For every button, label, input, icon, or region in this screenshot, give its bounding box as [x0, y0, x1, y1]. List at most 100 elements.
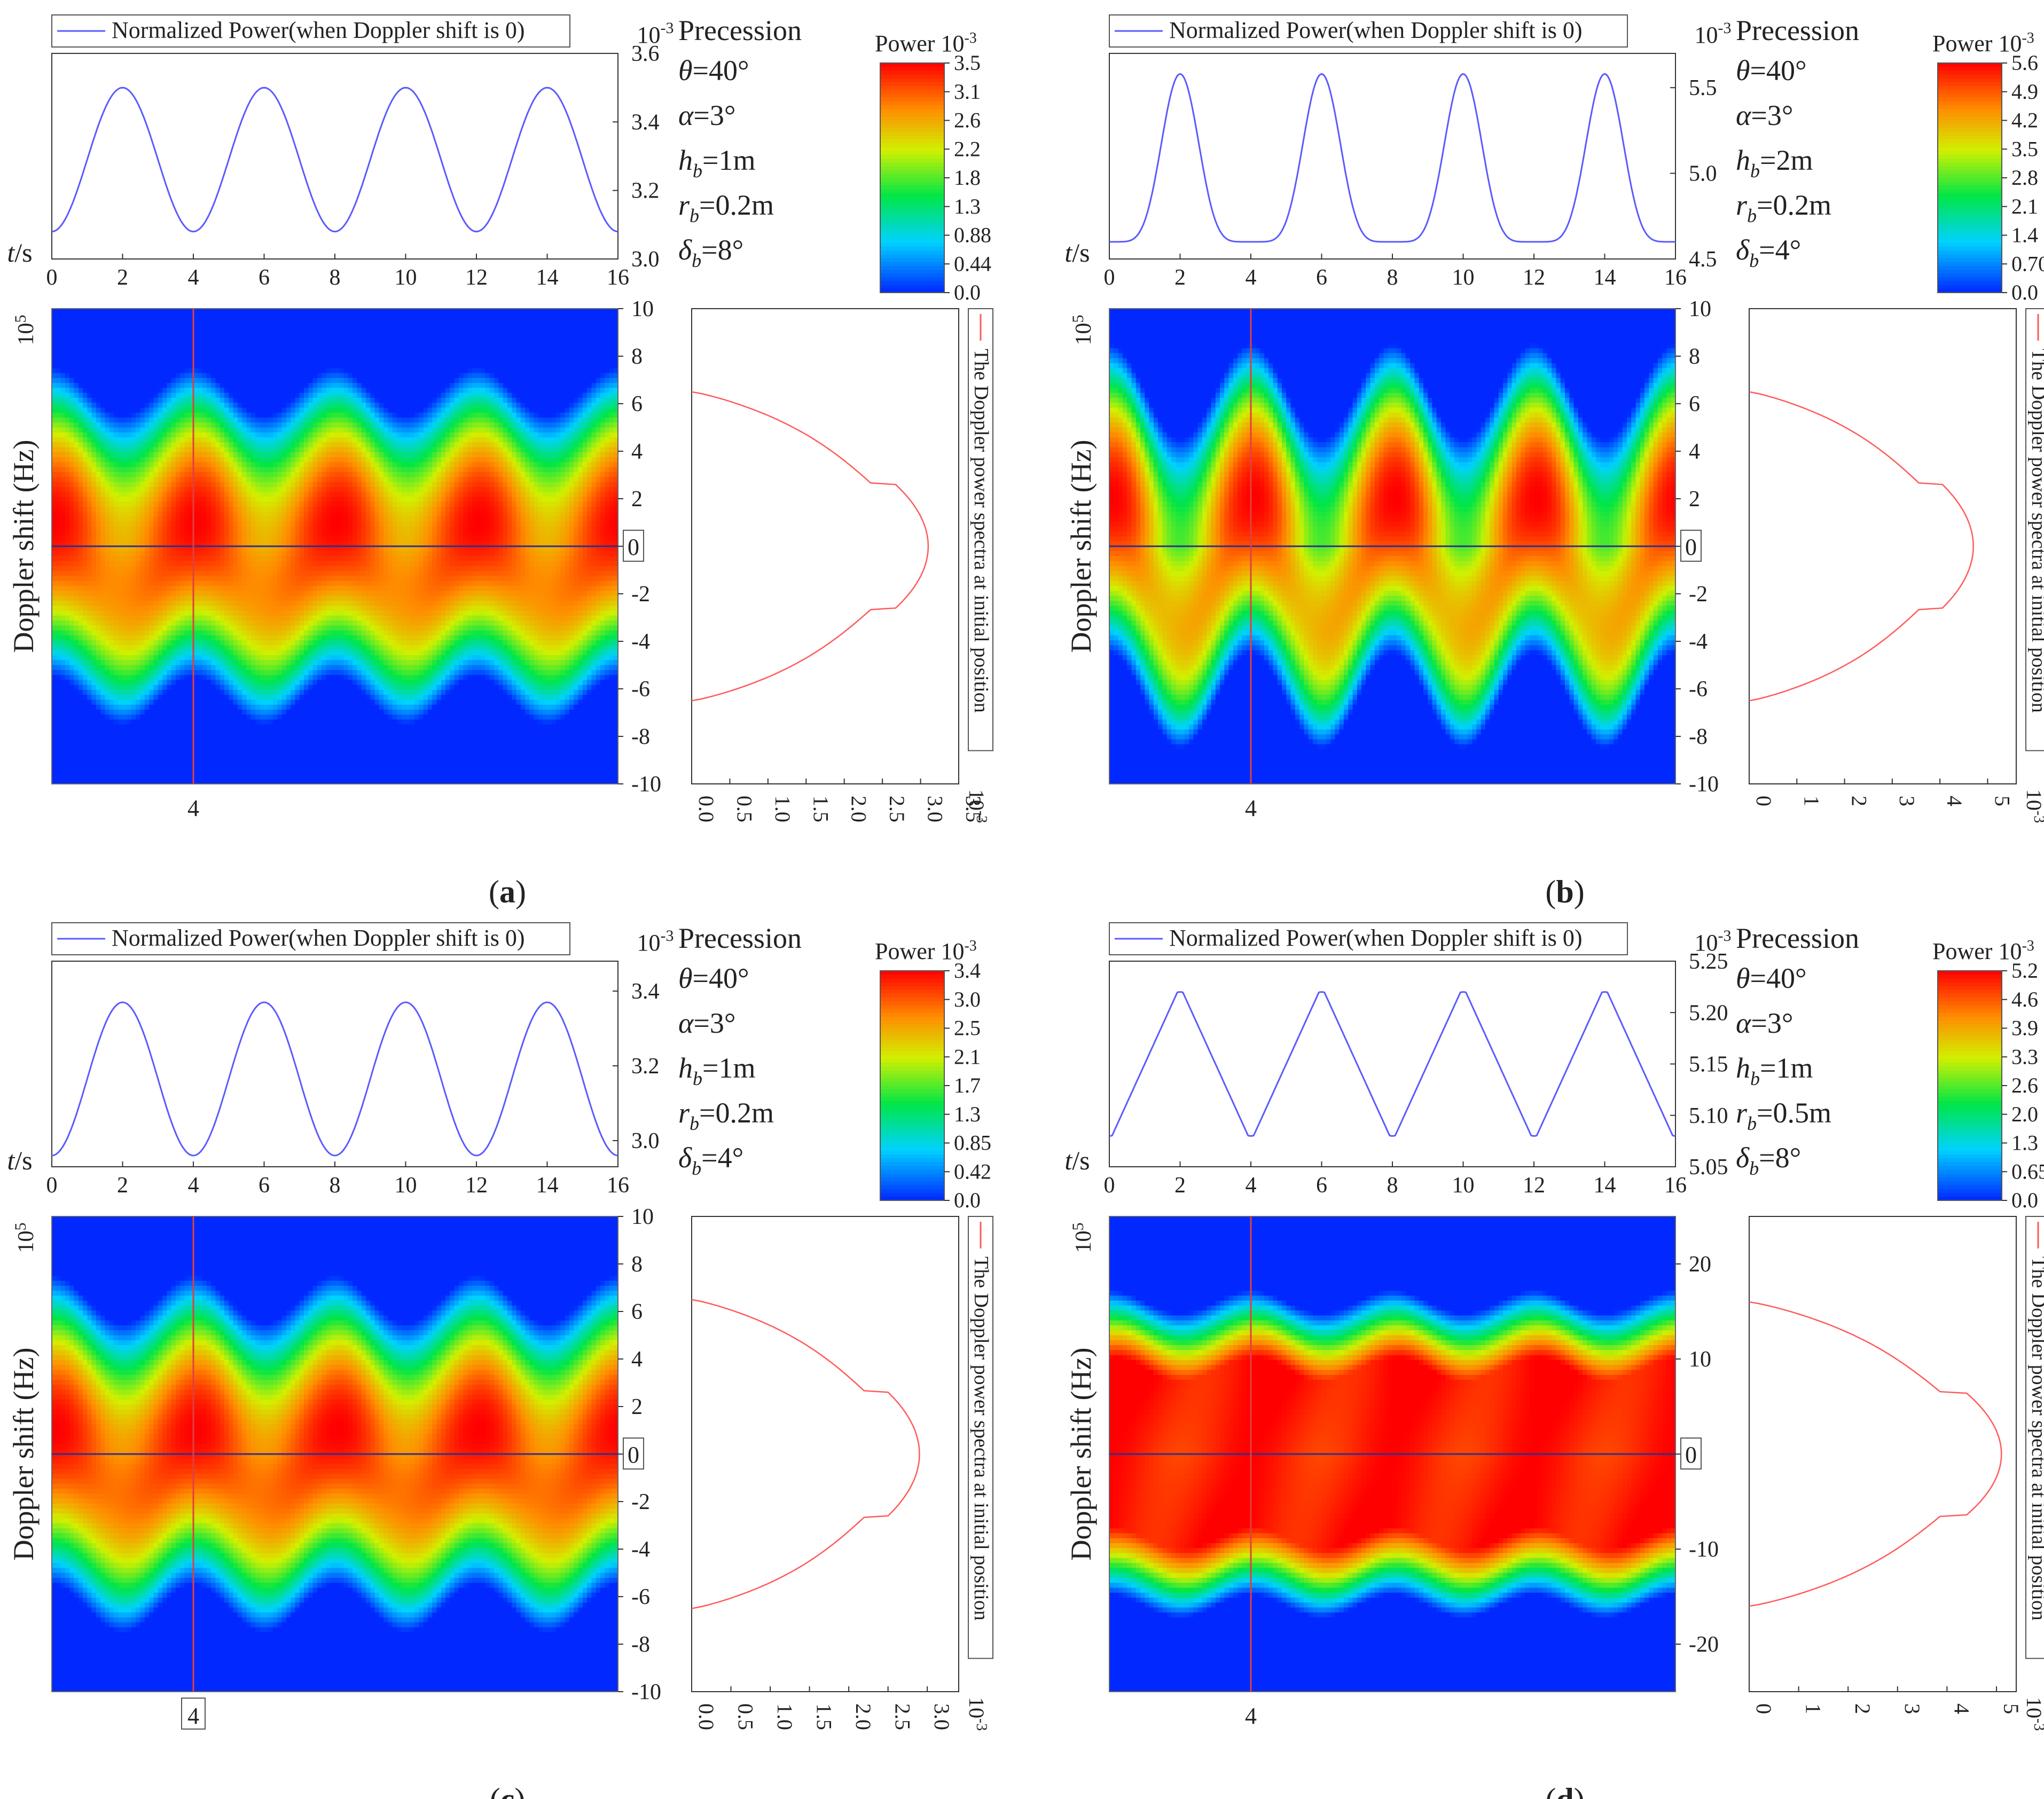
heatmap-cell	[317, 319, 322, 324]
heatmap-cell	[105, 313, 109, 319]
heatmap-cell	[379, 319, 384, 324]
heatmap-cell	[605, 313, 609, 319]
heatmap-cell	[127, 328, 132, 334]
heatmap-cell	[437, 328, 442, 334]
heatmap-cell	[136, 328, 140, 334]
heatmap-cell	[512, 328, 516, 334]
heatmap-cell	[552, 319, 557, 324]
heatmap-cell	[388, 324, 393, 329]
heatmap-cell	[591, 309, 596, 314]
heatmap-cell	[224, 328, 229, 334]
heatmap-cell	[167, 313, 171, 319]
heatmap-cell	[308, 309, 313, 314]
heatmap-cell	[233, 313, 238, 319]
time-y-tick-label: 3.2	[631, 179, 660, 203]
heatmap-cell	[401, 328, 406, 334]
heatmap-cell	[202, 309, 207, 314]
heatmap-cell	[428, 313, 433, 319]
heatmap-cell	[291, 324, 295, 329]
heatmap-cell	[140, 309, 145, 314]
heatmap-cell	[503, 324, 508, 329]
heatmap-cell	[331, 313, 335, 319]
heatmap-cell	[455, 313, 459, 319]
heatmap-cell	[149, 309, 154, 314]
heatmap-cell	[220, 328, 225, 334]
heatmap-cell	[406, 324, 411, 329]
heatmap-cell	[224, 324, 229, 329]
heatmap-cell	[255, 319, 260, 324]
heatmap-cell	[503, 313, 508, 319]
heatmap-cell	[348, 319, 353, 324]
heatmap-cell	[291, 309, 295, 314]
heatmap-cell	[388, 328, 393, 334]
heatmap-cell	[393, 319, 397, 324]
heatmap-cell	[326, 309, 331, 314]
heatmap-cell	[463, 309, 468, 314]
heatmap-cell	[583, 313, 588, 319]
heatmap-cell	[282, 313, 287, 319]
heatmap-cell	[569, 313, 574, 319]
heatmap-cell	[255, 309, 260, 314]
heatmap-cell	[233, 324, 238, 329]
heatmap-cell	[600, 324, 605, 329]
heatmap-cell	[229, 324, 233, 329]
heatmap-cell	[131, 313, 136, 319]
heatmap-cell	[140, 333, 145, 339]
heatmap-cell	[393, 324, 397, 329]
heatmap-cell	[109, 313, 114, 319]
heatmap-cell	[176, 324, 181, 329]
heatmap-cell	[481, 328, 485, 334]
heatmap-cell	[118, 309, 123, 314]
heatmap-cell	[79, 319, 83, 324]
heatmap-cell	[463, 328, 468, 334]
heatmap-cell	[238, 313, 242, 319]
heatmap-cell	[481, 319, 485, 324]
heatmap-cell	[83, 309, 88, 314]
heatmap-cell	[534, 328, 539, 334]
heatmap-cell	[357, 328, 362, 334]
heatmap-cell	[61, 333, 66, 339]
heatmap-cell	[162, 313, 167, 319]
heatmap-cell	[494, 319, 499, 324]
heatmap-cell	[481, 309, 485, 314]
heatmap-cell	[308, 324, 313, 329]
heatmap-cell	[605, 309, 609, 314]
heatmap-cell	[543, 313, 547, 319]
heatmap-cell	[149, 333, 154, 339]
heatmap-cell	[246, 319, 251, 324]
heatmap-cell	[467, 319, 472, 324]
heatmap-cell	[220, 309, 225, 314]
heatmap-cell	[560, 319, 565, 324]
heatmap-cell	[600, 328, 605, 334]
heatmap-cell	[507, 319, 512, 324]
heatmap-cell	[432, 313, 437, 319]
heatmap-cell	[162, 319, 167, 324]
heatmap-cell	[516, 328, 521, 334]
heatmap-cell	[331, 324, 335, 329]
heatmap-cell	[490, 328, 495, 334]
heatmap-cell	[362, 324, 366, 329]
heatmap-cell	[596, 324, 601, 329]
heatmap-cell	[105, 309, 109, 314]
heatmap-cell	[158, 324, 163, 329]
heatmap-cell	[348, 309, 353, 314]
heatmap-cell	[136, 333, 140, 339]
heatmap-cell	[414, 309, 419, 314]
heatmap-cell	[326, 319, 331, 324]
heatmap-cell	[87, 328, 92, 334]
heatmap-cell	[300, 328, 304, 334]
heatmap-cell	[61, 309, 66, 314]
heatmap-cell	[65, 309, 70, 314]
heatmap-cell	[295, 328, 300, 334]
heatmap-cell	[353, 328, 357, 334]
time-x-tick-label: 14	[536, 265, 559, 290]
heatmap-cell	[459, 328, 464, 334]
heatmap-cell	[424, 309, 428, 314]
heatmap-cell	[251, 309, 256, 314]
heatmap-cell	[565, 309, 570, 314]
heatmap-cell	[131, 324, 136, 329]
heatmap-cell	[357, 309, 362, 314]
heatmap-cell	[441, 313, 446, 319]
heatmap-cell	[401, 319, 406, 324]
heatmap-cell	[114, 328, 119, 334]
